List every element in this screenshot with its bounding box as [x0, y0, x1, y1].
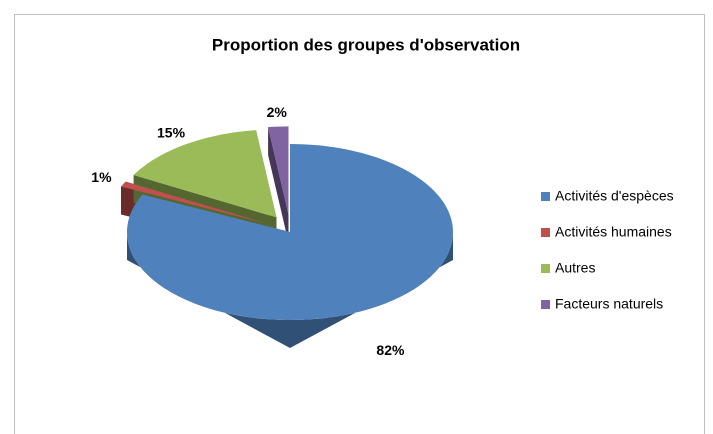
legend-swatch — [541, 192, 550, 201]
slice — [268, 126, 289, 215]
data-label: 15% — [157, 124, 186, 140]
legend-swatch — [541, 264, 550, 273]
data-label: 1% — [91, 169, 112, 185]
slice-wall — [268, 127, 289, 243]
legend-label: Facteurs naturels — [555, 296, 663, 312]
legend-swatch — [541, 300, 550, 309]
slice — [127, 144, 453, 320]
legend-swatch — [541, 228, 550, 237]
legend-label: Autres — [555, 260, 595, 276]
slice-side — [127, 232, 453, 348]
legend-label: Activités d'espèces — [555, 188, 674, 204]
legend-label: Activités humaines — [555, 224, 672, 240]
pie-tops — [121, 126, 453, 320]
slice — [133, 130, 277, 218]
chart-title: Proportion des groupes d'observation — [212, 35, 520, 54]
slice — [121, 181, 269, 224]
data-label: 82% — [376, 342, 405, 358]
data-label: 2% — [267, 104, 288, 120]
